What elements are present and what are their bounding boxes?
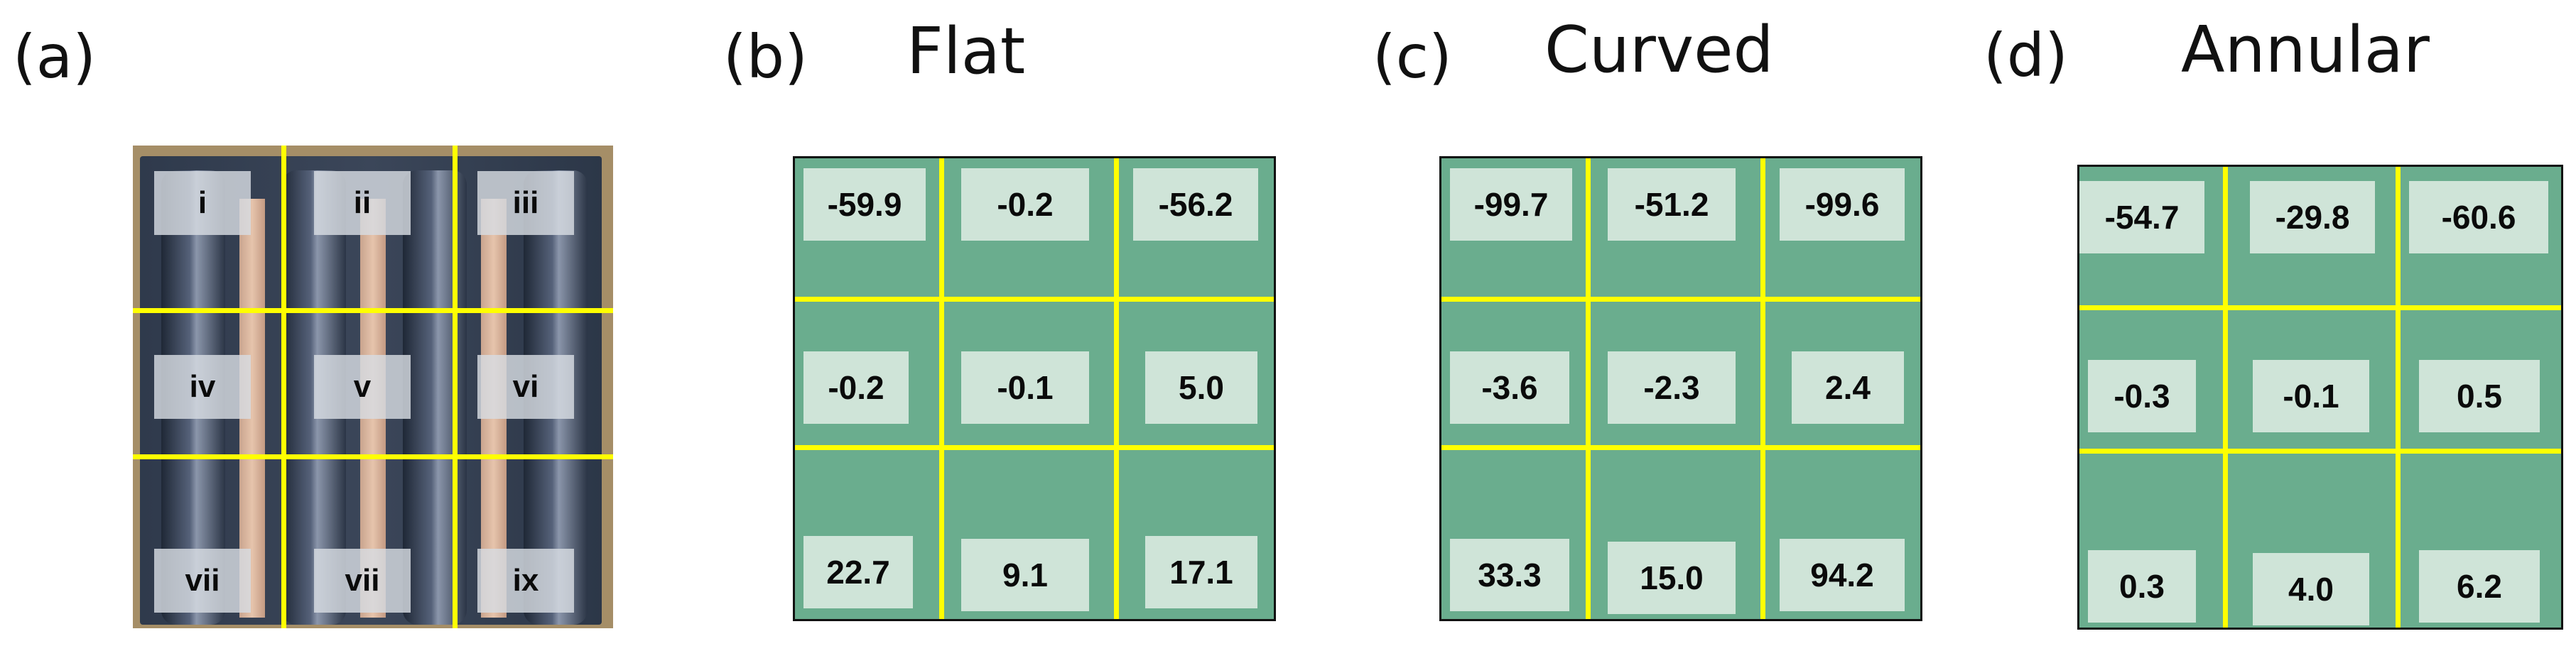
divider-line xyxy=(1114,158,1119,619)
divider-line xyxy=(795,297,1274,302)
curved-grid: -99.7 -51.2 -99.6 -3.6 -2.3 2.4 33.3 15.… xyxy=(1439,156,1922,621)
annular-grid: -54.7 -29.8 -60.6 -0.3 -0.1 0.5 0.3 4.0 … xyxy=(2077,165,2563,630)
region-tag: vi xyxy=(477,355,574,419)
value-cell: 2.4 xyxy=(1792,351,1904,424)
value-cell: -0.3 xyxy=(2088,360,2196,432)
value-cell: -2.3 xyxy=(1608,351,1736,424)
region-tag: vii xyxy=(154,549,251,613)
region-tag: ii xyxy=(314,171,411,235)
divider-line xyxy=(1441,445,1920,450)
divider-line xyxy=(281,146,286,628)
value-cell: -99.7 xyxy=(1450,168,1572,241)
value-cell: 22.7 xyxy=(803,536,913,608)
value-cell: -29.8 xyxy=(2250,181,2375,253)
flat-grid: -59.9 -0.2 -56.2 -0.2 -0.1 5.0 22.7 9.1 … xyxy=(793,156,1276,621)
value-cell: 4.0 xyxy=(2253,553,2369,625)
value-cell: -59.9 xyxy=(803,168,926,241)
value-cell: 15.0 xyxy=(1608,542,1736,614)
value-cell: -0.1 xyxy=(2253,360,2369,432)
divider-line xyxy=(1760,158,1765,619)
value-cell: 17.1 xyxy=(1145,536,1257,608)
value-cell: 0.5 xyxy=(2419,360,2540,432)
value-cell: 6.2 xyxy=(2419,550,2540,623)
value-cell: 33.3 xyxy=(1450,539,1569,611)
panel-a-label: (a) xyxy=(13,22,97,92)
value-cell: -56.2 xyxy=(1133,168,1258,241)
value-cell: 0.3 xyxy=(2088,550,2196,623)
value-cell: 5.0 xyxy=(1145,351,1257,424)
divider-line xyxy=(453,146,458,628)
value-cell: 94.2 xyxy=(1780,539,1905,611)
electrode-photo: i ii iii iv v vi vii vii ix xyxy=(133,146,613,628)
region-tag: iv xyxy=(154,355,251,419)
divider-line xyxy=(133,454,613,459)
value-cell: -3.6 xyxy=(1450,351,1569,424)
panel-d-label: (d) xyxy=(1984,21,2068,90)
divider-line xyxy=(2079,449,2561,454)
panel-b-title: Flat xyxy=(907,14,1026,89)
divider-line xyxy=(939,158,944,619)
value-cell: 9.1 xyxy=(961,539,1089,611)
region-tag: iii xyxy=(477,171,574,235)
value-cell: -0.1 xyxy=(961,351,1089,424)
divider-line xyxy=(2223,167,2228,628)
region-tag: ix xyxy=(477,549,574,613)
value-cell: -0.2 xyxy=(803,351,909,424)
region-tag: v xyxy=(314,355,411,419)
panel-c-label: (c) xyxy=(1373,22,1452,92)
divider-line xyxy=(1441,297,1920,302)
divider-line xyxy=(795,445,1274,450)
panel-c-title: Curved xyxy=(1544,13,1774,87)
divider-line xyxy=(1586,158,1591,619)
value-cell: -51.2 xyxy=(1608,168,1736,241)
divider-line xyxy=(133,308,613,313)
panel-d-title: Annular xyxy=(2181,13,2430,87)
divider-line xyxy=(2079,305,2561,310)
value-cell: -0.2 xyxy=(961,168,1089,241)
value-cell: -99.6 xyxy=(1780,168,1905,241)
region-tag: i xyxy=(154,171,251,235)
value-cell: -54.7 xyxy=(2079,181,2204,253)
value-cell: -60.6 xyxy=(2409,181,2548,253)
divider-line xyxy=(2396,167,2401,628)
region-tag: vii xyxy=(314,549,411,613)
panel-b-label: (b) xyxy=(723,22,808,92)
